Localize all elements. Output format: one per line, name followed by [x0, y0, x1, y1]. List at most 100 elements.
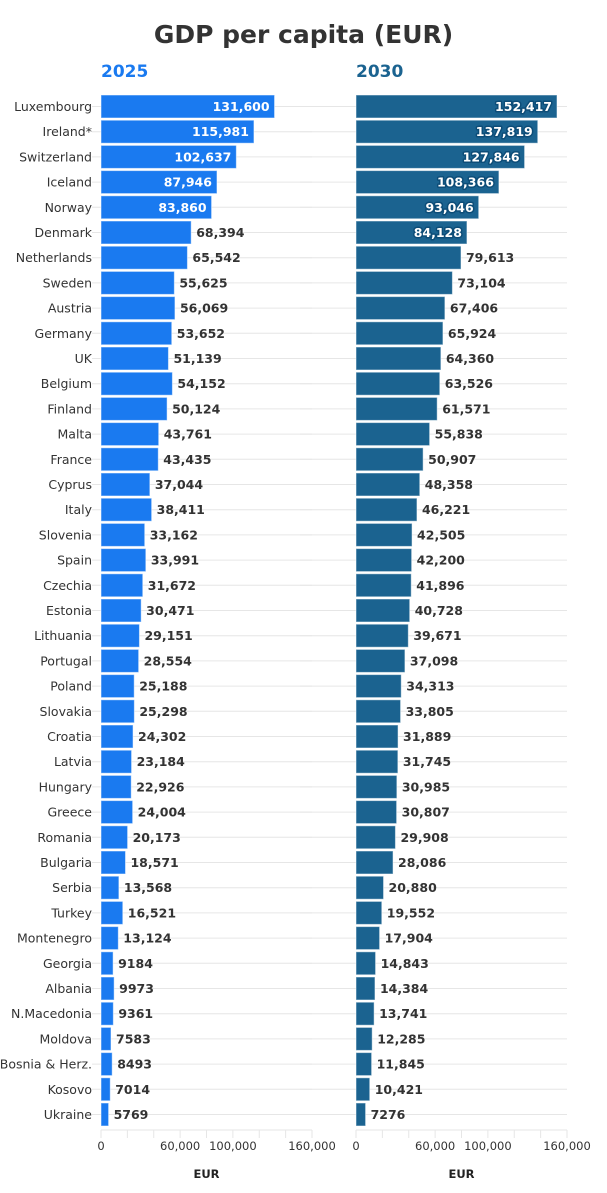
category-label: Serbia	[52, 880, 92, 895]
bar	[355, 1001, 375, 1026]
bar	[355, 699, 402, 724]
x-axis-title: EUR	[193, 1167, 219, 1181]
data-label: 16,521	[128, 905, 176, 920]
category-label: Belgium	[41, 376, 92, 391]
category-label: Germany	[35, 326, 93, 341]
x-tick-label: 100,000	[209, 1139, 257, 1153]
data-label: 24,004	[138, 805, 187, 820]
data-label: 13,568	[124, 880, 172, 895]
bar	[100, 119, 255, 144]
data-label: 8493	[117, 1057, 152, 1072]
category-label: UK	[75, 351, 93, 366]
x-tick-label: 160,000	[543, 1139, 591, 1153]
bar	[355, 1026, 373, 1051]
data-label: 37,044	[155, 477, 204, 492]
category-label: Sweden	[43, 275, 92, 290]
bar	[100, 875, 120, 900]
bar	[355, 422, 431, 447]
bar	[100, 648, 140, 673]
data-label: 127,846	[463, 149, 520, 164]
x-tick-label: 160,000	[288, 1139, 336, 1153]
data-label: 61,571	[442, 401, 490, 416]
data-label: 43,761	[164, 427, 212, 442]
bar	[100, 170, 218, 195]
data-label: 42,505	[417, 527, 465, 542]
bar	[100, 422, 160, 447]
category-label: Malta	[58, 427, 92, 442]
x-tick-label: 100,000	[464, 1139, 512, 1153]
bar	[100, 321, 173, 346]
data-label: 25,188	[139, 679, 187, 694]
data-label: 14,843	[381, 956, 429, 971]
data-label: 7014	[115, 1082, 150, 1097]
bar	[355, 774, 398, 799]
data-label: 33,805	[406, 704, 454, 719]
category-label: Austria	[48, 301, 92, 316]
category-label: Norway	[45, 200, 93, 215]
bar	[355, 900, 383, 925]
data-label: 64,360	[446, 351, 495, 366]
bar	[355, 724, 399, 749]
data-label: 42,200	[417, 553, 466, 568]
bar	[100, 447, 159, 472]
data-label: 23,184	[137, 754, 186, 769]
bar	[355, 648, 406, 673]
data-label: 7276	[371, 1107, 406, 1122]
bar	[355, 144, 526, 169]
data-label: 22,926	[136, 779, 185, 794]
bar	[100, 674, 135, 699]
data-label: 68,394	[196, 225, 245, 240]
category-label: Slovakia	[40, 704, 92, 719]
category-label: Romania	[37, 830, 92, 845]
data-label: 9973	[119, 981, 154, 996]
data-label: 18,571	[130, 855, 178, 870]
bar	[100, 296, 176, 321]
data-label: 9184	[118, 956, 153, 971]
category-label: Kosovo	[48, 1082, 92, 1097]
data-label: 41,896	[416, 578, 465, 593]
x-tick-label: 0	[97, 1139, 104, 1153]
subtitle-2025: 2025	[101, 62, 149, 82]
bar	[355, 472, 421, 497]
bar	[100, 144, 237, 169]
bar	[355, 1052, 373, 1077]
bar	[100, 800, 134, 825]
bar	[100, 94, 276, 119]
data-label: 30,807	[402, 805, 450, 820]
bar	[355, 522, 413, 547]
bar	[355, 1102, 367, 1127]
category-label: Poland	[50, 679, 92, 694]
data-label: 46,221	[422, 502, 470, 517]
data-label: 31,672	[148, 578, 196, 593]
data-label: 31,745	[403, 754, 451, 769]
data-label: 84,128	[414, 225, 462, 240]
bar	[100, 270, 175, 295]
category-label: Slovenia	[39, 527, 92, 542]
data-label: 7583	[116, 1031, 151, 1046]
data-label: 30,471	[146, 603, 194, 618]
data-label: 9361	[118, 1006, 153, 1021]
bar	[355, 497, 418, 522]
data-label: 10,421	[375, 1082, 423, 1097]
category-label: Estonia	[46, 603, 92, 618]
bar	[100, 598, 142, 623]
x-tick-label: 60,000	[415, 1139, 455, 1153]
bar	[355, 1077, 371, 1102]
category-label: Albania	[45, 981, 92, 996]
bar	[355, 321, 444, 346]
bar	[355, 245, 462, 270]
category-label: Portugal	[40, 653, 92, 668]
data-label: 20,173	[133, 830, 181, 845]
data-label: 34,313	[406, 679, 454, 694]
chart-panel-2030: 152,417 137,819 127,846 108,366 93,046 84,128…	[300, 94, 591, 1181]
category-label: N.Macedonia	[11, 1006, 92, 1021]
data-label: 17,904	[385, 931, 434, 946]
category-label: Georgia	[43, 956, 92, 971]
bar	[100, 926, 119, 951]
data-label: 63,526	[445, 376, 494, 391]
data-label: 28,086	[398, 855, 447, 870]
bar	[100, 724, 134, 749]
data-label: 115,981	[192, 124, 249, 139]
bar	[100, 623, 140, 648]
data-label: 50,124	[172, 401, 221, 416]
